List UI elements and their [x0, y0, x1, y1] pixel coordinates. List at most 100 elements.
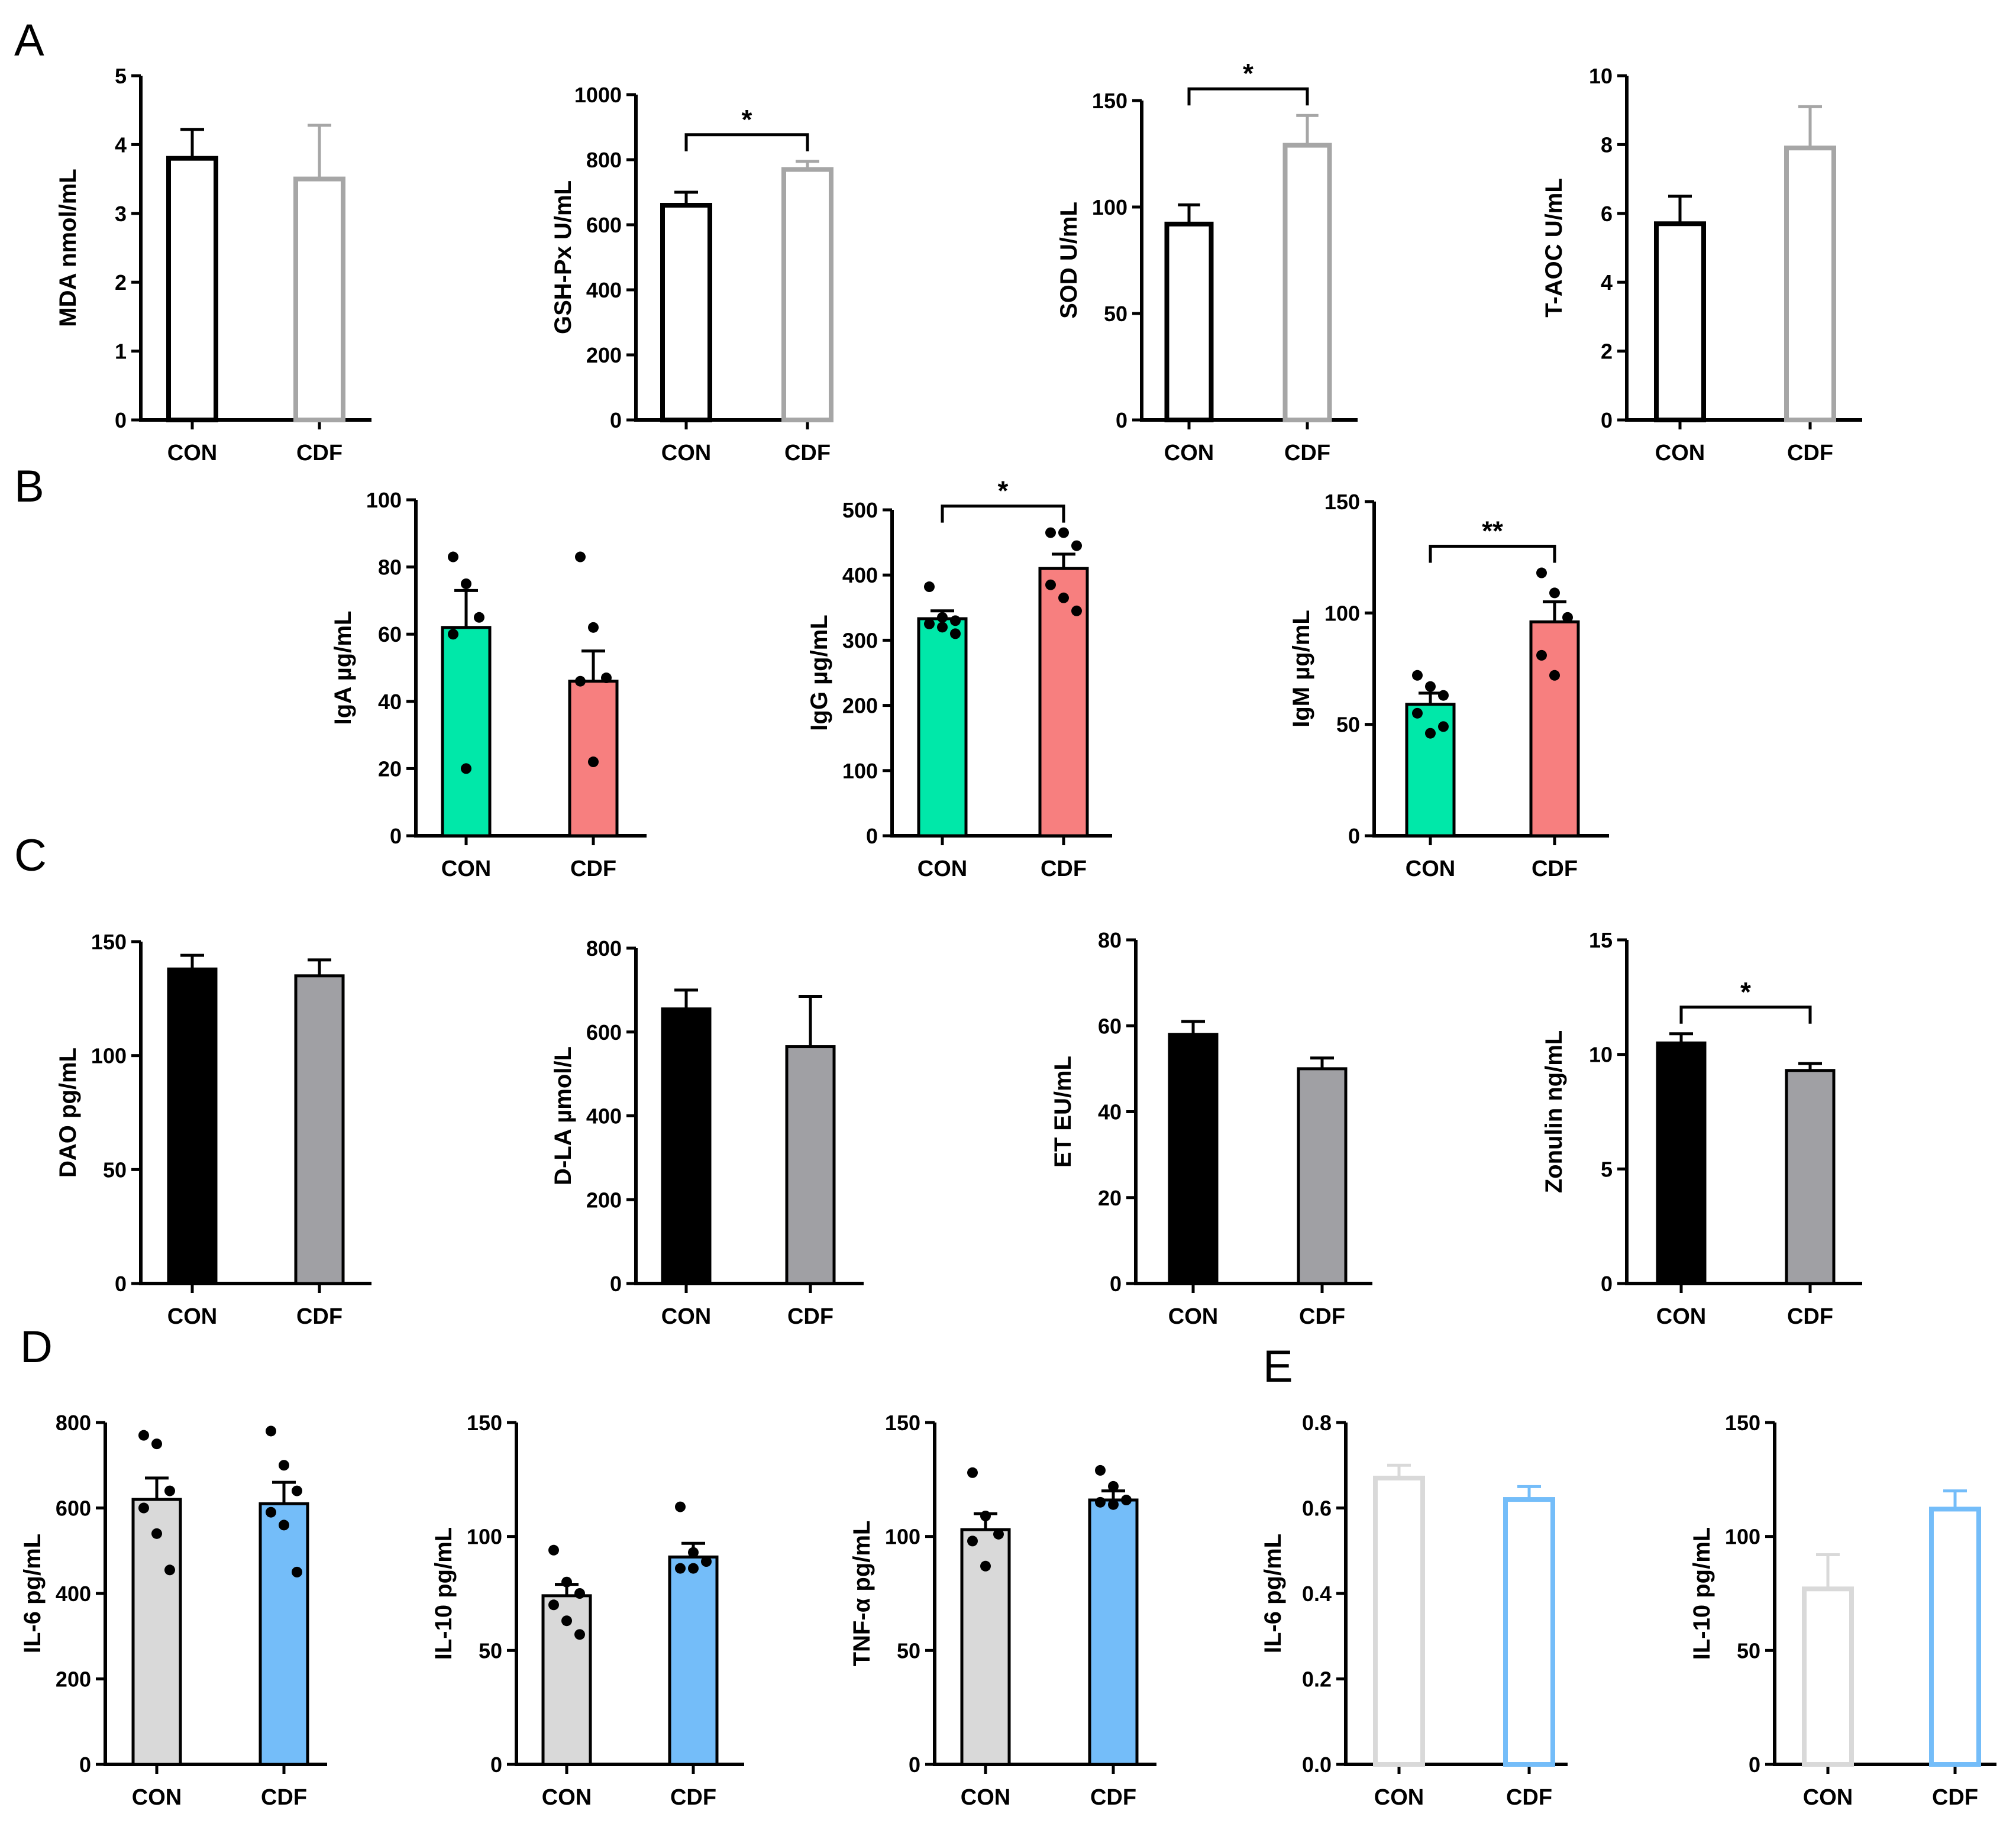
data-point: [980, 1560, 991, 1572]
data-point: [980, 1510, 991, 1521]
y-tick-label: 0: [610, 1272, 622, 1296]
y-tick-label: 150: [91, 930, 127, 954]
y-tick-label: 150: [1092, 89, 1127, 113]
significance-label: *: [1740, 977, 1751, 1007]
y-axis-title: GSH-Px U/mL: [550, 180, 576, 334]
x-category-label: CON: [1168, 1304, 1218, 1329]
y-tick-label: 50: [479, 1638, 502, 1663]
x-category-label: CON: [961, 1785, 1010, 1810]
data-point: [588, 757, 599, 768]
chart-c4: 0 5 10 15 Zonulin ng/mL CON CDF *: [1541, 928, 1862, 1329]
data-point: [1425, 681, 1436, 692]
bar-con: [167, 967, 218, 1285]
bar-cdf: [293, 176, 345, 422]
x-category-label: CDF: [787, 1304, 833, 1329]
y-tick-label: 0: [1749, 1753, 1760, 1777]
y-tick-label: 0.8: [1302, 1411, 1332, 1435]
x-category-label: CDF: [1090, 1785, 1136, 1810]
y-tick-label: 15: [1589, 928, 1613, 952]
chart-a4: 0 2 4 6 8 10 T-AOC U/mL CON CDF: [1541, 64, 1862, 465]
y-tick-label: 0: [490, 1753, 502, 1777]
y-tick-label: 100: [885, 1525, 920, 1549]
x-category-label: CON: [441, 856, 491, 881]
y-tick-label: 0: [1110, 1272, 1122, 1296]
panel-letter-b: B: [14, 461, 44, 512]
y-tick-label: 10: [1589, 1043, 1613, 1067]
y-tick-label: 2: [115, 270, 127, 295]
data-point: [675, 1563, 686, 1574]
y-tick-label: 5: [1601, 1157, 1613, 1181]
chart-c1: 0 50 100 150 DAO pg/mL CON CDF: [55, 930, 371, 1329]
significance-bracket: [684, 133, 809, 151]
bar-con: [1373, 1475, 1425, 1767]
data-point: [937, 622, 948, 633]
y-tick-label: 0: [1116, 408, 1127, 432]
bar-con: [1168, 1033, 1219, 1285]
data-point: [266, 1507, 276, 1518]
chart-d2: 0 50 100 150 IL-10 pg/mL CON CDF: [431, 1411, 744, 1810]
data-point: [474, 612, 484, 623]
data-point: [967, 1467, 978, 1478]
y-tick-label: 800: [586, 936, 622, 961]
y-axis-title: DAO pg/mL: [55, 1048, 81, 1178]
y-tick-label: 6: [1601, 202, 1613, 226]
significance-label: *: [998, 476, 1009, 506]
significance-bracket: [1187, 87, 1309, 106]
x-category-label: CDF: [1932, 1785, 1978, 1810]
y-tick-label: 200: [56, 1667, 91, 1692]
data-point: [924, 581, 935, 593]
data-point: [1045, 579, 1056, 590]
x-category-label: CON: [132, 1785, 182, 1810]
x-category-label: CDF: [784, 441, 831, 465]
data-point: [1071, 605, 1082, 616]
chart-a3: 0 50 100 150 SOD U/mL CON CDF *: [1056, 58, 1358, 465]
y-tick-label: 400: [586, 278, 622, 302]
chart-b1: 0 20 40 60 80 100 IgA µg/mL CON CDF: [330, 488, 647, 881]
data-point: [164, 1564, 175, 1576]
significance-label: *: [1243, 58, 1253, 89]
y-tick-label: 0: [115, 408, 127, 432]
data-point: [548, 1599, 559, 1611]
chart-e2: 0 50 100 150 IL-10 pg/mL CON CDF: [1689, 1411, 1996, 1810]
chart-a1: 0 1 2 3 4 5 MDA nmol/mL CON CDF: [55, 64, 371, 465]
y-axis-title: TNF-α pg/mL: [849, 1521, 875, 1667]
data-point: [1121, 1495, 1132, 1506]
bar-con: [1656, 1041, 1707, 1285]
x-category-label: CDF: [1284, 441, 1330, 465]
x-category-label: CON: [542, 1785, 592, 1810]
x-category-label: CDF: [1787, 441, 1833, 465]
y-tick-label: 0: [1601, 1272, 1613, 1296]
data-point: [1536, 649, 1547, 661]
y-axis-title: SOD U/mL: [1056, 202, 1082, 319]
data-point: [1058, 527, 1069, 538]
y-tick-label: 200: [842, 694, 878, 718]
data-point: [950, 615, 961, 626]
data-point: [461, 763, 471, 774]
bar-cdf: [668, 1555, 719, 1766]
y-tick-label: 50: [103, 1158, 127, 1182]
data-point: [574, 1588, 585, 1599]
data-point: [1438, 721, 1449, 732]
x-category-label: CON: [1374, 1785, 1424, 1810]
y-axis-title: T-AOC U/mL: [1541, 178, 1567, 318]
data-point: [461, 578, 471, 589]
bar-cdf: [1784, 146, 1836, 422]
x-category-label: CON: [661, 1304, 711, 1329]
bar-cdf: [781, 167, 833, 422]
y-axis-title: D-LA µmol/L: [550, 1046, 576, 1185]
panel-letter-c: C: [14, 830, 47, 881]
bar-con: [660, 203, 712, 422]
chart-b3: 0 50 100 150 IgM µg/mL CON CDF **: [1288, 490, 1609, 881]
y-tick-label: 0.2: [1302, 1667, 1332, 1692]
data-point: [1095, 1465, 1106, 1476]
data-point: [1108, 1499, 1119, 1510]
y-tick-label: 150: [1725, 1411, 1760, 1435]
chart-e1: 0.0 0.2 0.4 0.6 0.8 IL-6 pg/mL CON CDF: [1260, 1411, 1568, 1810]
bar-cdf: [1088, 1498, 1139, 1766]
data-point: [1562, 612, 1573, 623]
y-tick-label: 150: [467, 1411, 502, 1435]
x-category-label: CON: [1803, 1785, 1853, 1810]
y-tick-label: 5: [115, 64, 127, 88]
bar-con: [1654, 221, 1706, 422]
